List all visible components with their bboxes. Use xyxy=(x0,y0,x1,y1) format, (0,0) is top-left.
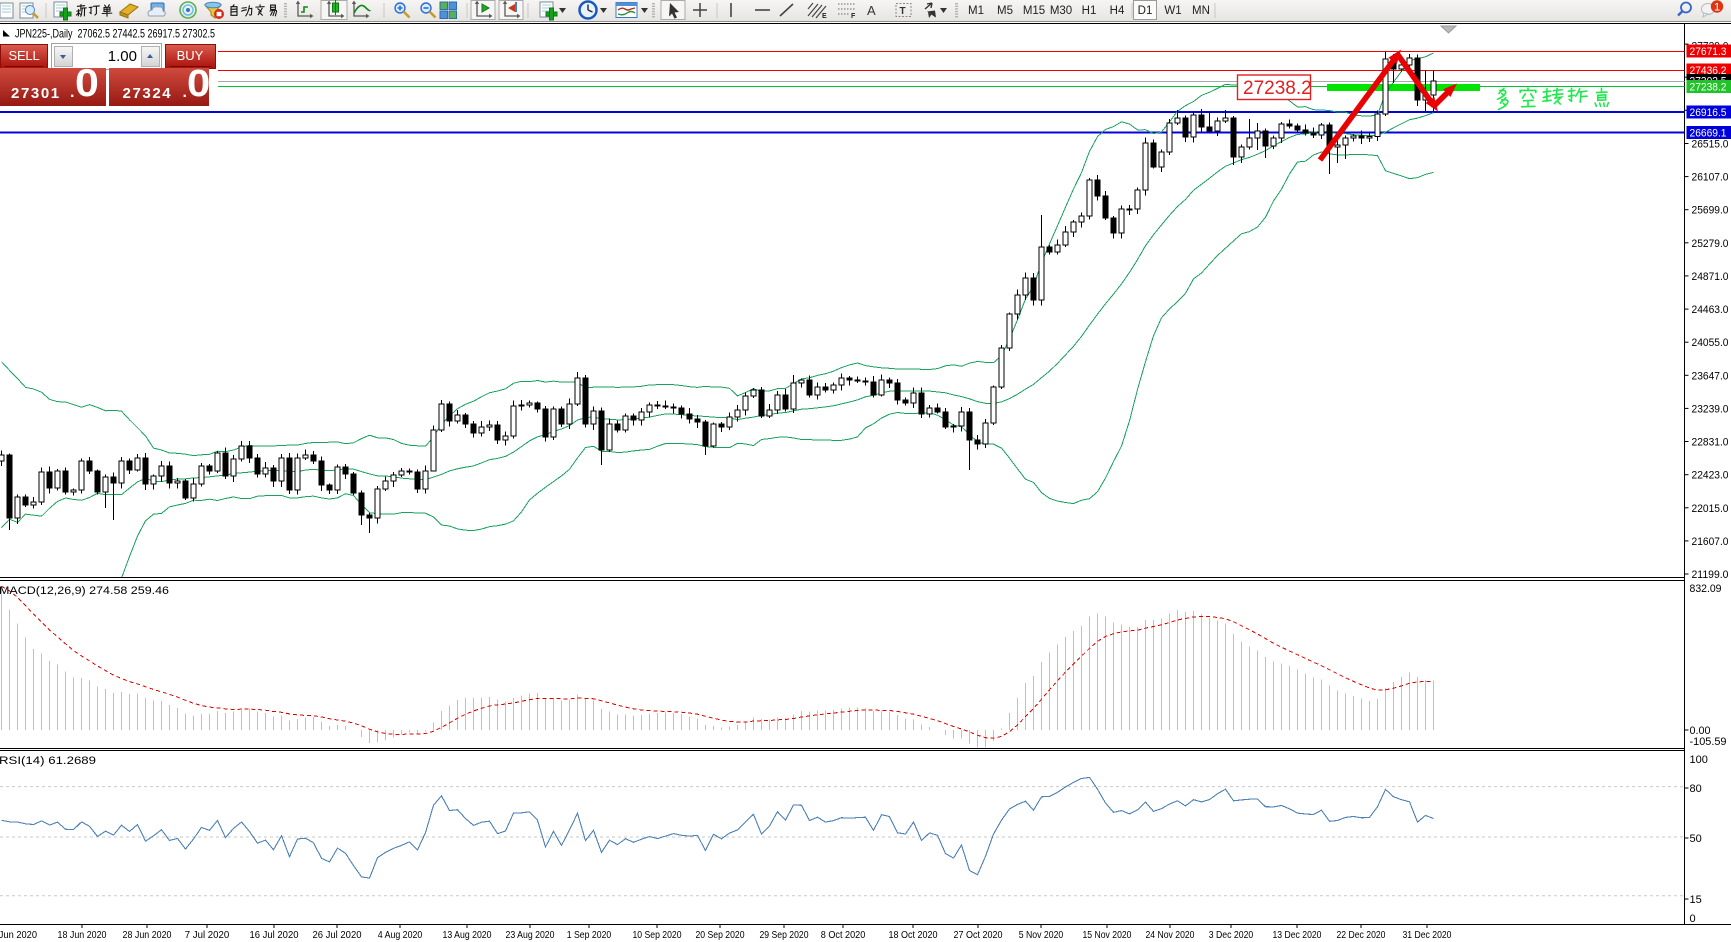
svg-text:80: 80 xyxy=(1690,783,1702,795)
svg-text:50: 50 xyxy=(1690,833,1702,845)
svg-text:13 Aug 2020: 13 Aug 2020 xyxy=(443,930,492,941)
svg-text:15 Nov 2020: 15 Nov 2020 xyxy=(1083,930,1132,941)
svg-text:24055.0: 24055.0 xyxy=(1692,337,1729,349)
svg-text:832.09: 832.09 xyxy=(1690,583,1722,595)
svg-text:21199.0: 21199.0 xyxy=(1692,569,1729,581)
svg-text:1 Sep 2020: 1 Sep 2020 xyxy=(567,930,612,941)
svg-text:27 Oct 2020: 27 Oct 2020 xyxy=(954,930,1003,941)
svg-text:1: 1 xyxy=(1714,2,1720,14)
svg-text:T: T xyxy=(900,6,906,17)
svg-text:RSI(14) 61.2689: RSI(14) 61.2689 xyxy=(0,755,96,767)
svg-text:28 Jun 2020: 28 Jun 2020 xyxy=(123,930,172,941)
svg-text:25279.0: 25279.0 xyxy=(1692,238,1729,250)
svg-text:20 Sep 2020: 20 Sep 2020 xyxy=(696,930,745,941)
svg-text:H4: H4 xyxy=(1110,5,1125,17)
svg-text:18 Oct 2020: 18 Oct 2020 xyxy=(889,930,938,941)
svg-text:24463.0: 24463.0 xyxy=(1692,304,1729,316)
svg-text:5 Nov 2020: 5 Nov 2020 xyxy=(1019,930,1064,941)
svg-text:MN: MN xyxy=(1192,5,1210,17)
svg-text:15: 15 xyxy=(1690,894,1702,906)
svg-text:22015.0: 22015.0 xyxy=(1692,503,1729,515)
svg-text:18 Jun 2020: 18 Jun 2020 xyxy=(58,930,107,941)
svg-text:23 Aug 2020: 23 Aug 2020 xyxy=(506,930,555,941)
svg-text:26107.0: 26107.0 xyxy=(1692,172,1729,184)
svg-text:16 Jul 2020: 16 Jul 2020 xyxy=(250,930,299,941)
svg-text:22 Dec 2020: 22 Dec 2020 xyxy=(1337,930,1386,941)
svg-text:23647.0: 23647.0 xyxy=(1692,370,1729,382)
svg-text:10 Sep 2020: 10 Sep 2020 xyxy=(633,930,682,941)
svg-text:0: 0 xyxy=(1690,913,1696,925)
svg-text:13 Dec 2020: 13 Dec 2020 xyxy=(1273,930,1322,941)
svg-text:M1: M1 xyxy=(968,5,984,17)
svg-text:D1: D1 xyxy=(1138,5,1153,17)
svg-text:E: E xyxy=(822,13,827,20)
svg-text:8 Oct 2020: 8 Oct 2020 xyxy=(821,930,866,941)
svg-text:MACD(12,26,9) 274.58 259.46: MACD(12,26,9) 274.58 259.46 xyxy=(0,585,169,597)
svg-text:H1: H1 xyxy=(1082,5,1097,17)
svg-text:26916.5: 26916.5 xyxy=(1690,107,1727,119)
svg-text:27238.2: 27238.2 xyxy=(1690,82,1727,94)
svg-text:24 Nov 2020: 24 Nov 2020 xyxy=(1146,930,1195,941)
svg-text:22423.0: 22423.0 xyxy=(1692,470,1729,482)
svg-text:27238.2: 27238.2 xyxy=(1243,78,1312,99)
svg-text:23239.0: 23239.0 xyxy=(1692,403,1729,415)
svg-text:F: F xyxy=(851,13,856,20)
svg-text:31 Dec 2020: 31 Dec 2020 xyxy=(1403,930,1452,941)
svg-text:A: A xyxy=(867,3,876,18)
svg-text:7 Jul 2020: 7 Jul 2020 xyxy=(185,930,230,941)
svg-text:M5: M5 xyxy=(997,5,1013,17)
svg-text:8 Jun 2020: 8 Jun 2020 xyxy=(0,930,37,941)
svg-text:25699.0: 25699.0 xyxy=(1692,205,1729,217)
svg-text:JPN225-,Daily 27062.5 27442.5: JPN225-,Daily 27062.5 27442.5 26917.5 27… xyxy=(15,27,215,41)
svg-text:26 Jul 2020: 26 Jul 2020 xyxy=(313,930,362,941)
svg-text:4 Aug 2020: 4 Aug 2020 xyxy=(378,930,423,941)
svg-text:M30: M30 xyxy=(1050,5,1072,17)
svg-text:26669.1: 26669.1 xyxy=(1690,128,1727,140)
svg-text:22831.0: 22831.0 xyxy=(1692,437,1729,449)
svg-text:27671.3: 27671.3 xyxy=(1690,46,1727,58)
svg-text:21607.0: 21607.0 xyxy=(1692,536,1729,548)
svg-text:24871.0: 24871.0 xyxy=(1692,271,1729,283)
svg-text:29 Sep 2020: 29 Sep 2020 xyxy=(760,930,809,941)
svg-text:3 Dec 2020: 3 Dec 2020 xyxy=(1209,930,1254,941)
svg-text:100: 100 xyxy=(1690,754,1708,766)
svg-text:26515.0: 26515.0 xyxy=(1692,139,1729,151)
svg-text:W1: W1 xyxy=(1164,5,1181,17)
svg-text:M15: M15 xyxy=(1023,5,1045,17)
svg-text:0.00: 0.00 xyxy=(1690,725,1711,737)
svg-text:-105.59: -105.59 xyxy=(1690,736,1727,748)
